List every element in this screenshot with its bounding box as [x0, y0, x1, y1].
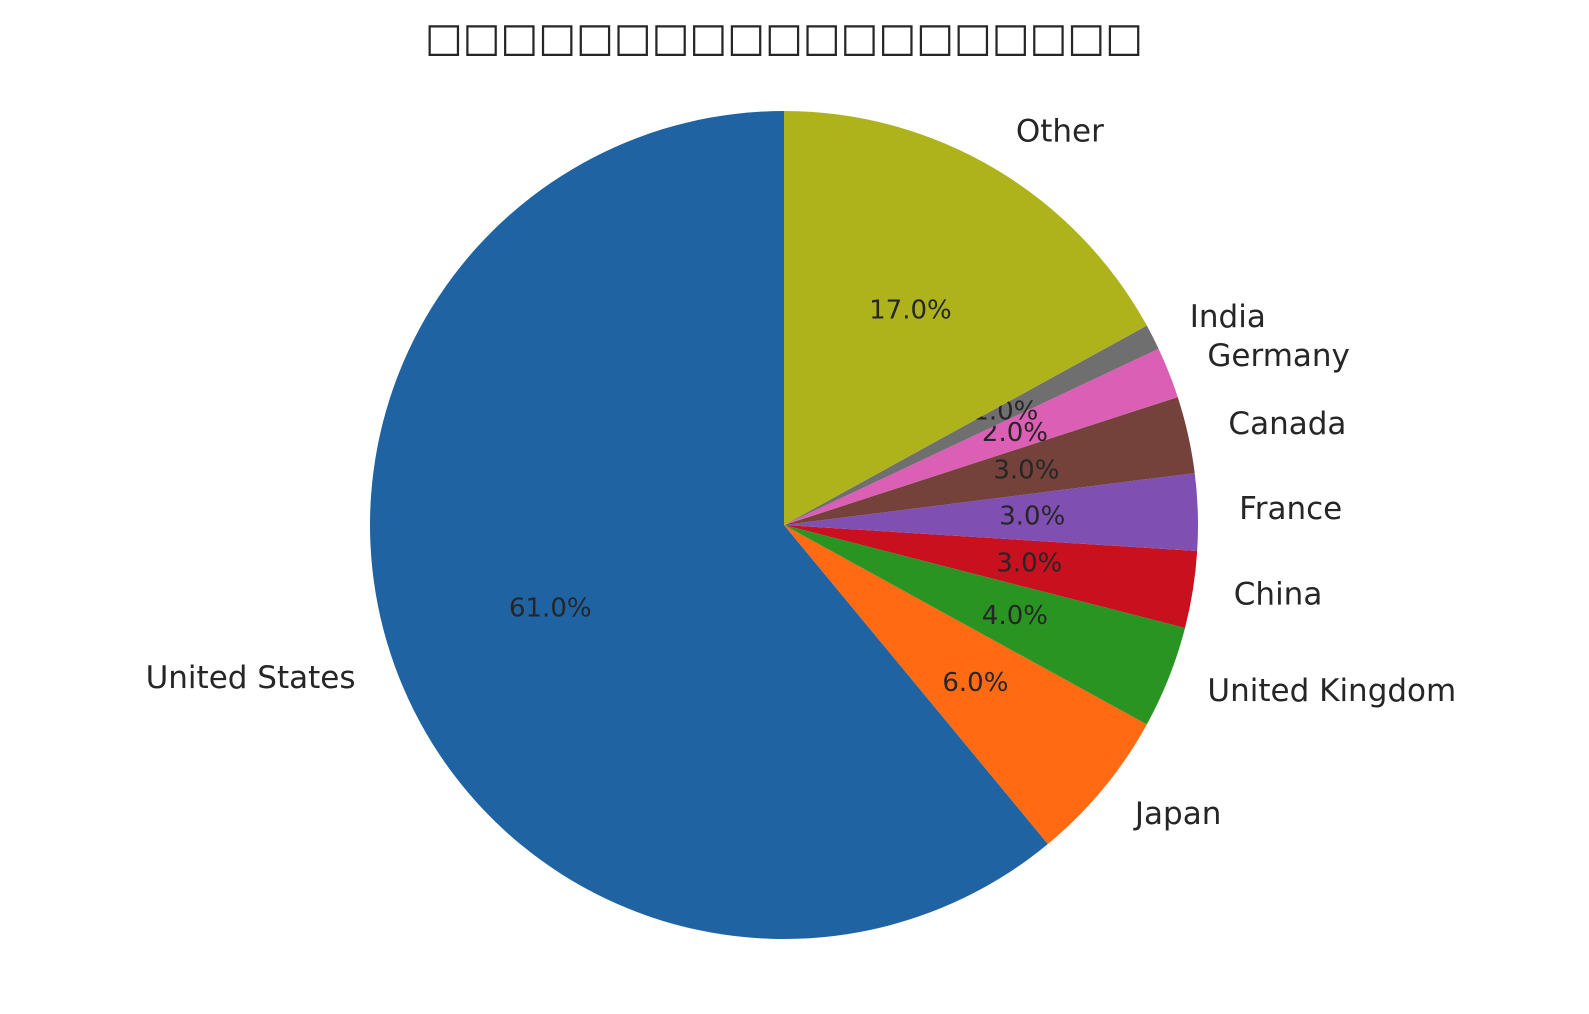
- pie-slice: [784, 473, 1198, 551]
- slice-label: Japan: [1133, 796, 1221, 832]
- slice-label: Germany: [1207, 338, 1349, 374]
- slice-label: China: [1234, 577, 1323, 613]
- pie-slice: [784, 525, 1198, 628]
- value-label: 3.0%: [993, 455, 1059, 485]
- value-label: 17.0%: [869, 296, 952, 326]
- slice-label: India: [1190, 299, 1266, 335]
- value-label: 6.0%: [942, 668, 1008, 698]
- pie-slice: [784, 525, 1147, 844]
- pie-slice: [784, 325, 1159, 525]
- slice-label: France: [1239, 491, 1342, 527]
- chart-title: □□□□□□□□□□□□□□□□□□□: [425, 15, 1143, 61]
- slice-label: Other: [1016, 114, 1104, 150]
- pie-slice: [784, 525, 1185, 725]
- pie-slice: [784, 348, 1178, 525]
- slice-label: United Kingdom: [1207, 673, 1456, 709]
- slice-label: Canada: [1228, 406, 1346, 442]
- pie-slice: [370, 111, 1048, 939]
- value-label: 3.0%: [996, 548, 1062, 578]
- value-label: 3.0%: [999, 502, 1065, 532]
- pie-slice: [784, 111, 1147, 525]
- value-label: 61.0%: [509, 594, 592, 624]
- pie-slice: [784, 397, 1195, 525]
- slice-label: United States: [146, 660, 356, 696]
- value-label: 4.0%: [982, 601, 1048, 631]
